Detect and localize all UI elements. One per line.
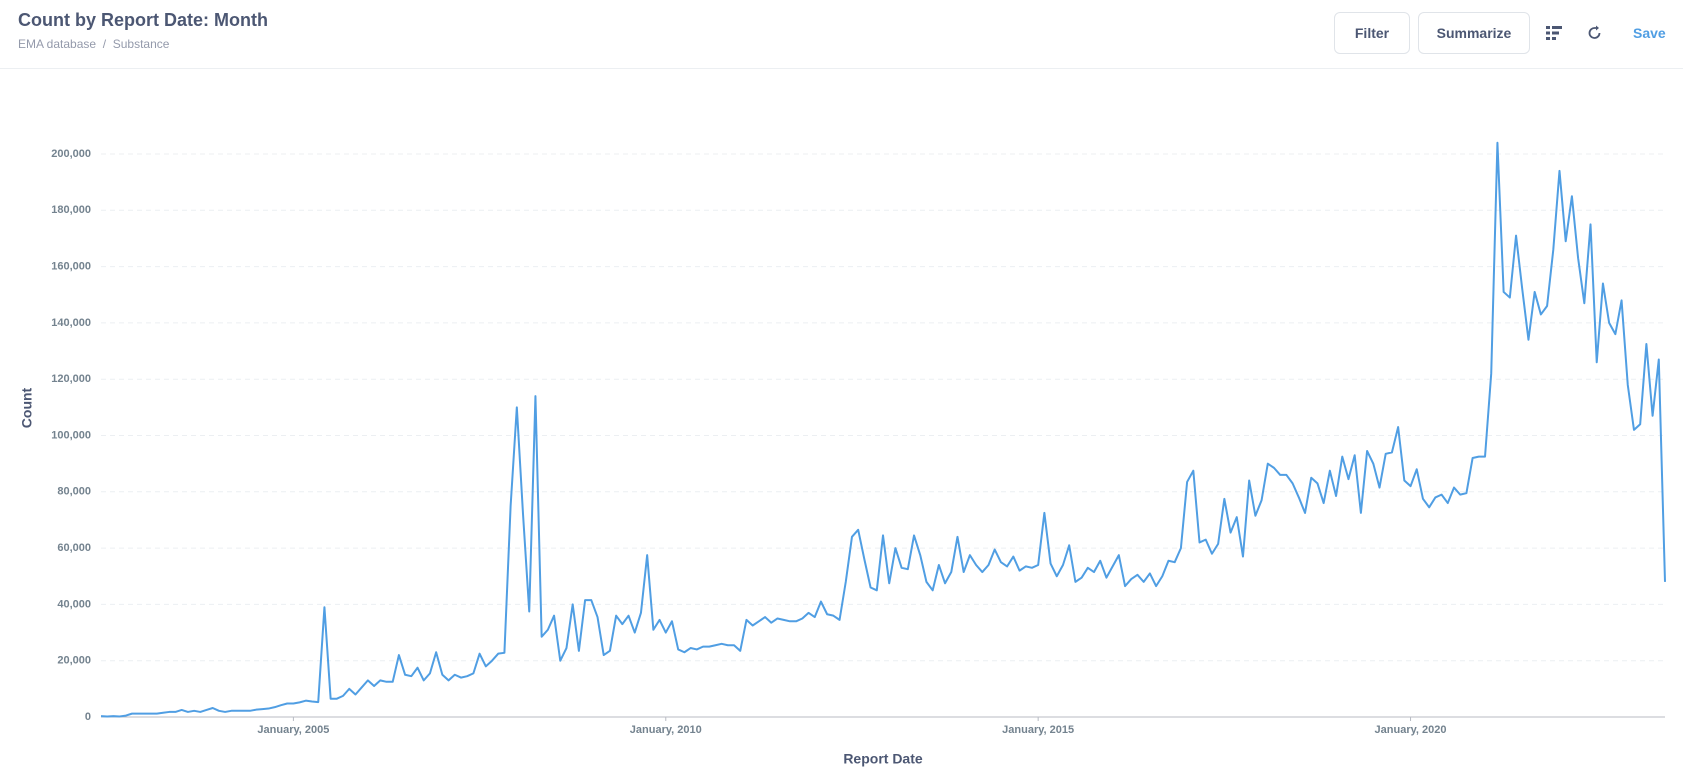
x-axis-label: Report Date	[843, 751, 923, 767]
x-tick-label: January, 2020	[1375, 724, 1447, 736]
y-tick-label: 200,000	[51, 148, 91, 160]
header: Count by Report Date: Month EMA database…	[0, 0, 1683, 69]
breadcrumb[interactable]: Substance	[112, 37, 170, 51]
y-tick-label: 20,000	[57, 655, 91, 667]
x-tick-label: January, 2015	[1002, 724, 1074, 736]
refresh-icon[interactable]	[1586, 24, 1604, 42]
y-tick-label: 140,000	[51, 317, 91, 329]
y-tick-label: 40,000	[57, 598, 91, 610]
breadcrumbs: EMA database / Substance	[18, 37, 170, 51]
y-tick-label: 180,000	[51, 204, 91, 216]
question-title: Count by Report Date: Month	[18, 10, 268, 30]
view-icon[interactable]	[1545, 25, 1563, 41]
y-tick-label: 0	[85, 711, 91, 723]
y-axis-label: Count	[19, 387, 35, 428]
y-tick-label: 160,000	[51, 261, 91, 273]
y-tick-label: 100,000	[51, 429, 91, 441]
filter-button[interactable]: Filter	[1334, 12, 1410, 54]
x-tick-label: January, 2010	[630, 724, 702, 736]
summarize-button[interactable]: Summarize	[1418, 12, 1530, 54]
y-tick-label: 60,000	[57, 542, 91, 554]
chart: Count Report Date 0 20,000 40,000 60,000 80,…	[19, 141, 1666, 767]
y-tick-label: 80,000	[57, 486, 91, 498]
data-line	[100, 141, 1666, 718]
x-tick-label: January, 2005	[257, 724, 329, 736]
breadcrumb[interactable]: EMA database	[18, 37, 97, 51]
y-tick-label: 120,000	[51, 373, 91, 385]
save-button[interactable]: Save	[1633, 25, 1666, 41]
